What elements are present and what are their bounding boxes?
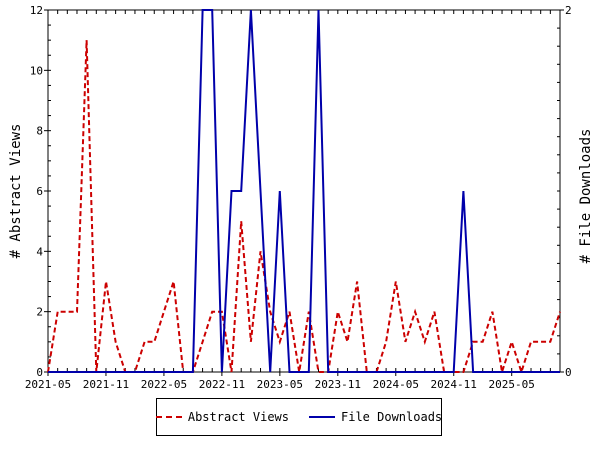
legend-label-abstract-views: Abstract Views [187,410,289,424]
y-left-tick-label: 2 [36,306,43,319]
right-y-axis-ticks: 02 [557,4,572,379]
legend-swatch-abstract-views [155,416,182,418]
x-tick-label: 2021-11 [83,378,129,391]
x-tick-label: 2023-11 [315,378,361,391]
series-layer [47,9,561,376]
legend-item-file-downloads: File Downloads [309,410,442,424]
x-tick-label: 2022-11 [199,378,245,391]
y-left-tick-label: 4 [36,245,43,258]
y-left-tick-label: 0 [36,366,43,379]
series-line-file-downloads [48,9,560,373]
x-tick-label: 2023-05 [257,378,303,391]
legend-swatch-file-downloads [309,416,335,418]
y-left-tick-label: 8 [36,125,43,138]
x-tick-label: 2024-11 [431,378,477,391]
plot-area [47,9,561,373]
y-left-tick-label: 10 [30,64,43,77]
y-right-tick-label: 2 [565,4,572,17]
legend: Abstract Views File Downloads [155,398,442,436]
x-tick-label: 2021-05 [25,378,71,391]
x-tick-label: 2022-05 [141,378,187,391]
y-right-tick-label: 0 [565,366,572,379]
left-y-axis-title: # Abstract Views [8,124,24,259]
y-left-tick-label: 6 [36,185,43,198]
x-tick-label: 2025-05 [489,378,535,391]
left-y-axis-ticks: 0 2 4 6 8 10 12 [30,4,51,379]
x-axis-ticks: 2021-05 2021-11 2022-05 2022-11 2023-05 2023-… [25,10,561,391]
legend-label-file-downloads: File Downloads [341,410,443,424]
y-left-tick-label: 12 [30,4,43,17]
series-line-abstract-views [47,40,561,376]
x-tick-label: 2024-05 [373,378,419,391]
legend-item-abstract-views: Abstract Views [155,410,289,424]
right-y-axis-title: # File Downloads [578,129,594,264]
